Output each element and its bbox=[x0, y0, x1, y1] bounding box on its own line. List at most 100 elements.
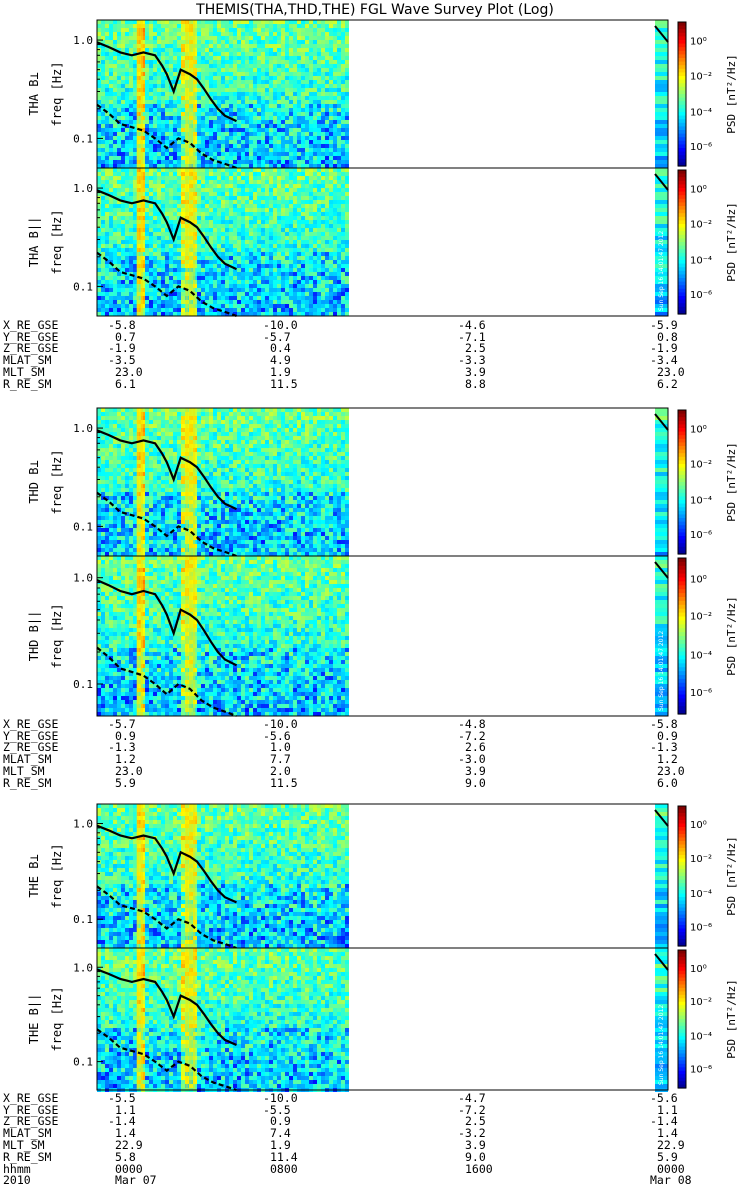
burst-streak bbox=[140, 20, 144, 168]
colorbar-step bbox=[678, 245, 686, 250]
colorbar-step bbox=[678, 148, 686, 153]
colorbar-step bbox=[678, 1046, 686, 1051]
late-data-sliver bbox=[655, 20, 668, 24]
ephemeris-value: -3.0 bbox=[458, 752, 486, 767]
burst-streak bbox=[136, 408, 140, 556]
time-axis-label: hhmm bbox=[3, 1161, 31, 1176]
late-data-sliver bbox=[655, 636, 668, 640]
ephemeris-value: -4.6 bbox=[458, 318, 486, 332]
late-data-sliver bbox=[655, 812, 668, 816]
colorbar-frame bbox=[677, 169, 687, 315]
colorbar-label: PSD [nT²/Hz] bbox=[725, 202, 738, 281]
colorbar-label: PSD [nT²/Hz] bbox=[725, 54, 738, 133]
burst-streak bbox=[188, 948, 192, 1090]
colorbar-step bbox=[678, 702, 686, 707]
colorbar-step bbox=[678, 651, 686, 657]
colorbar-step bbox=[678, 285, 686, 290]
ephemeris-row-name: Z_RE_GSE bbox=[3, 1114, 59, 1129]
year-label: 2010 bbox=[3, 1173, 31, 1188]
late-data-sliver bbox=[655, 660, 668, 664]
ephemeris-value: 5.9 bbox=[115, 775, 136, 790]
colorbar-step bbox=[678, 420, 686, 425]
colorbar-step bbox=[678, 1032, 686, 1037]
gyrofrequency-dashed-line bbox=[96, 885, 237, 950]
late-data-sliver bbox=[655, 120, 668, 124]
late-data-sliver bbox=[655, 48, 668, 52]
colorbar-label: PSD [nT²/Hz] bbox=[725, 979, 738, 1058]
colorbar-step bbox=[678, 151, 686, 156]
late-data-sliver bbox=[655, 484, 668, 488]
colorbar-step bbox=[678, 935, 686, 940]
colorbar-step bbox=[678, 820, 686, 825]
colorbar-step bbox=[678, 249, 686, 254]
colorbar-step bbox=[678, 869, 686, 874]
colorbar-step bbox=[678, 83, 686, 88]
colorbar-tick-label: 10⁻² bbox=[690, 997, 712, 1008]
colorbar-step bbox=[678, 94, 686, 99]
late-data-sliver bbox=[655, 520, 668, 524]
late-data-sliver bbox=[655, 232, 668, 236]
colorbar-step bbox=[678, 260, 686, 265]
burst-streak bbox=[185, 804, 189, 948]
burst-streak bbox=[140, 168, 144, 316]
colorbar-step bbox=[678, 1015, 686, 1020]
ephemeris-value: 1.2 bbox=[657, 752, 678, 767]
late-data-sliver bbox=[655, 1084, 668, 1088]
panel-label: THE B|| bbox=[27, 994, 41, 1045]
ephemeris-value: 7.7 bbox=[270, 752, 291, 767]
colorbar-step bbox=[678, 581, 686, 586]
colorbar-step bbox=[678, 932, 686, 937]
late-data-sliver bbox=[655, 652, 668, 656]
gyrofrequency-solid-line bbox=[96, 189, 237, 271]
late-data-sliver bbox=[655, 572, 668, 576]
ephemeris-value: 5.9 bbox=[657, 1149, 678, 1164]
panel-frame bbox=[96, 167, 669, 317]
late-data-sliver bbox=[655, 176, 668, 180]
colorbar-step bbox=[678, 198, 686, 203]
colorbar-step bbox=[678, 97, 686, 102]
late-data-sliver bbox=[655, 804, 668, 808]
ephemeris-value: 1.9 bbox=[270, 1137, 291, 1152]
late-data-sliver bbox=[655, 28, 668, 32]
late-data-sliver bbox=[655, 264, 668, 268]
late-data-sliver bbox=[655, 856, 668, 860]
late-data-sliver bbox=[655, 704, 668, 708]
late-data-sliver bbox=[655, 152, 668, 156]
spectrogram-panel-tha-bpar: 0.1 1.0 freq [Hz] THA B|| 10⁰ 10⁻² 10⁻⁴ 10⁻⁶ PSD… bbox=[27, 167, 738, 318]
ephemeris-value: 9.0 bbox=[465, 775, 486, 790]
ephemeris-value: 1.9 bbox=[270, 364, 291, 379]
colorbar-step bbox=[678, 536, 686, 541]
colorbar-step bbox=[678, 36, 686, 41]
late-data-sliver bbox=[655, 260, 668, 264]
late-data-sliver bbox=[655, 932, 668, 936]
colorbar-tick-label: 10⁻⁴ bbox=[690, 495, 712, 506]
colorbar-step bbox=[678, 643, 686, 649]
colorbar-step bbox=[678, 1074, 686, 1079]
late-data-sliver bbox=[655, 164, 668, 168]
colorbar-step bbox=[678, 573, 686, 579]
colorbar-step bbox=[678, 446, 686, 451]
late-data-sliver bbox=[655, 616, 668, 620]
burst-streak bbox=[188, 20, 192, 168]
colorbar-step bbox=[678, 879, 686, 884]
gyrofrequency-dashed-line bbox=[96, 1028, 237, 1092]
burst-streak bbox=[192, 408, 196, 556]
late-data-sliver bbox=[655, 200, 668, 204]
ephemeris-value: -5.7 bbox=[108, 717, 136, 731]
sliver-curve bbox=[654, 953, 669, 971]
panel-label: THE B⊥ bbox=[27, 854, 41, 897]
late-data-sliver bbox=[655, 992, 668, 996]
burst-streak bbox=[136, 168, 140, 316]
late-data-sliver bbox=[655, 1068, 668, 1072]
late-data-sliver bbox=[655, 1072, 668, 1076]
late-data-sliver bbox=[655, 440, 668, 444]
late-data-sliver bbox=[655, 52, 668, 56]
colorbar-step bbox=[678, 310, 686, 315]
late-data-sliver bbox=[655, 508, 668, 512]
colorbar-step bbox=[678, 963, 686, 968]
ephemeris-value: 23.0 bbox=[657, 364, 685, 379]
colorbar-step bbox=[678, 593, 686, 598]
y-tick-label: 0.1 bbox=[73, 132, 93, 145]
late-data-sliver bbox=[655, 620, 668, 624]
gyrofrequency-solid-line bbox=[96, 824, 237, 904]
